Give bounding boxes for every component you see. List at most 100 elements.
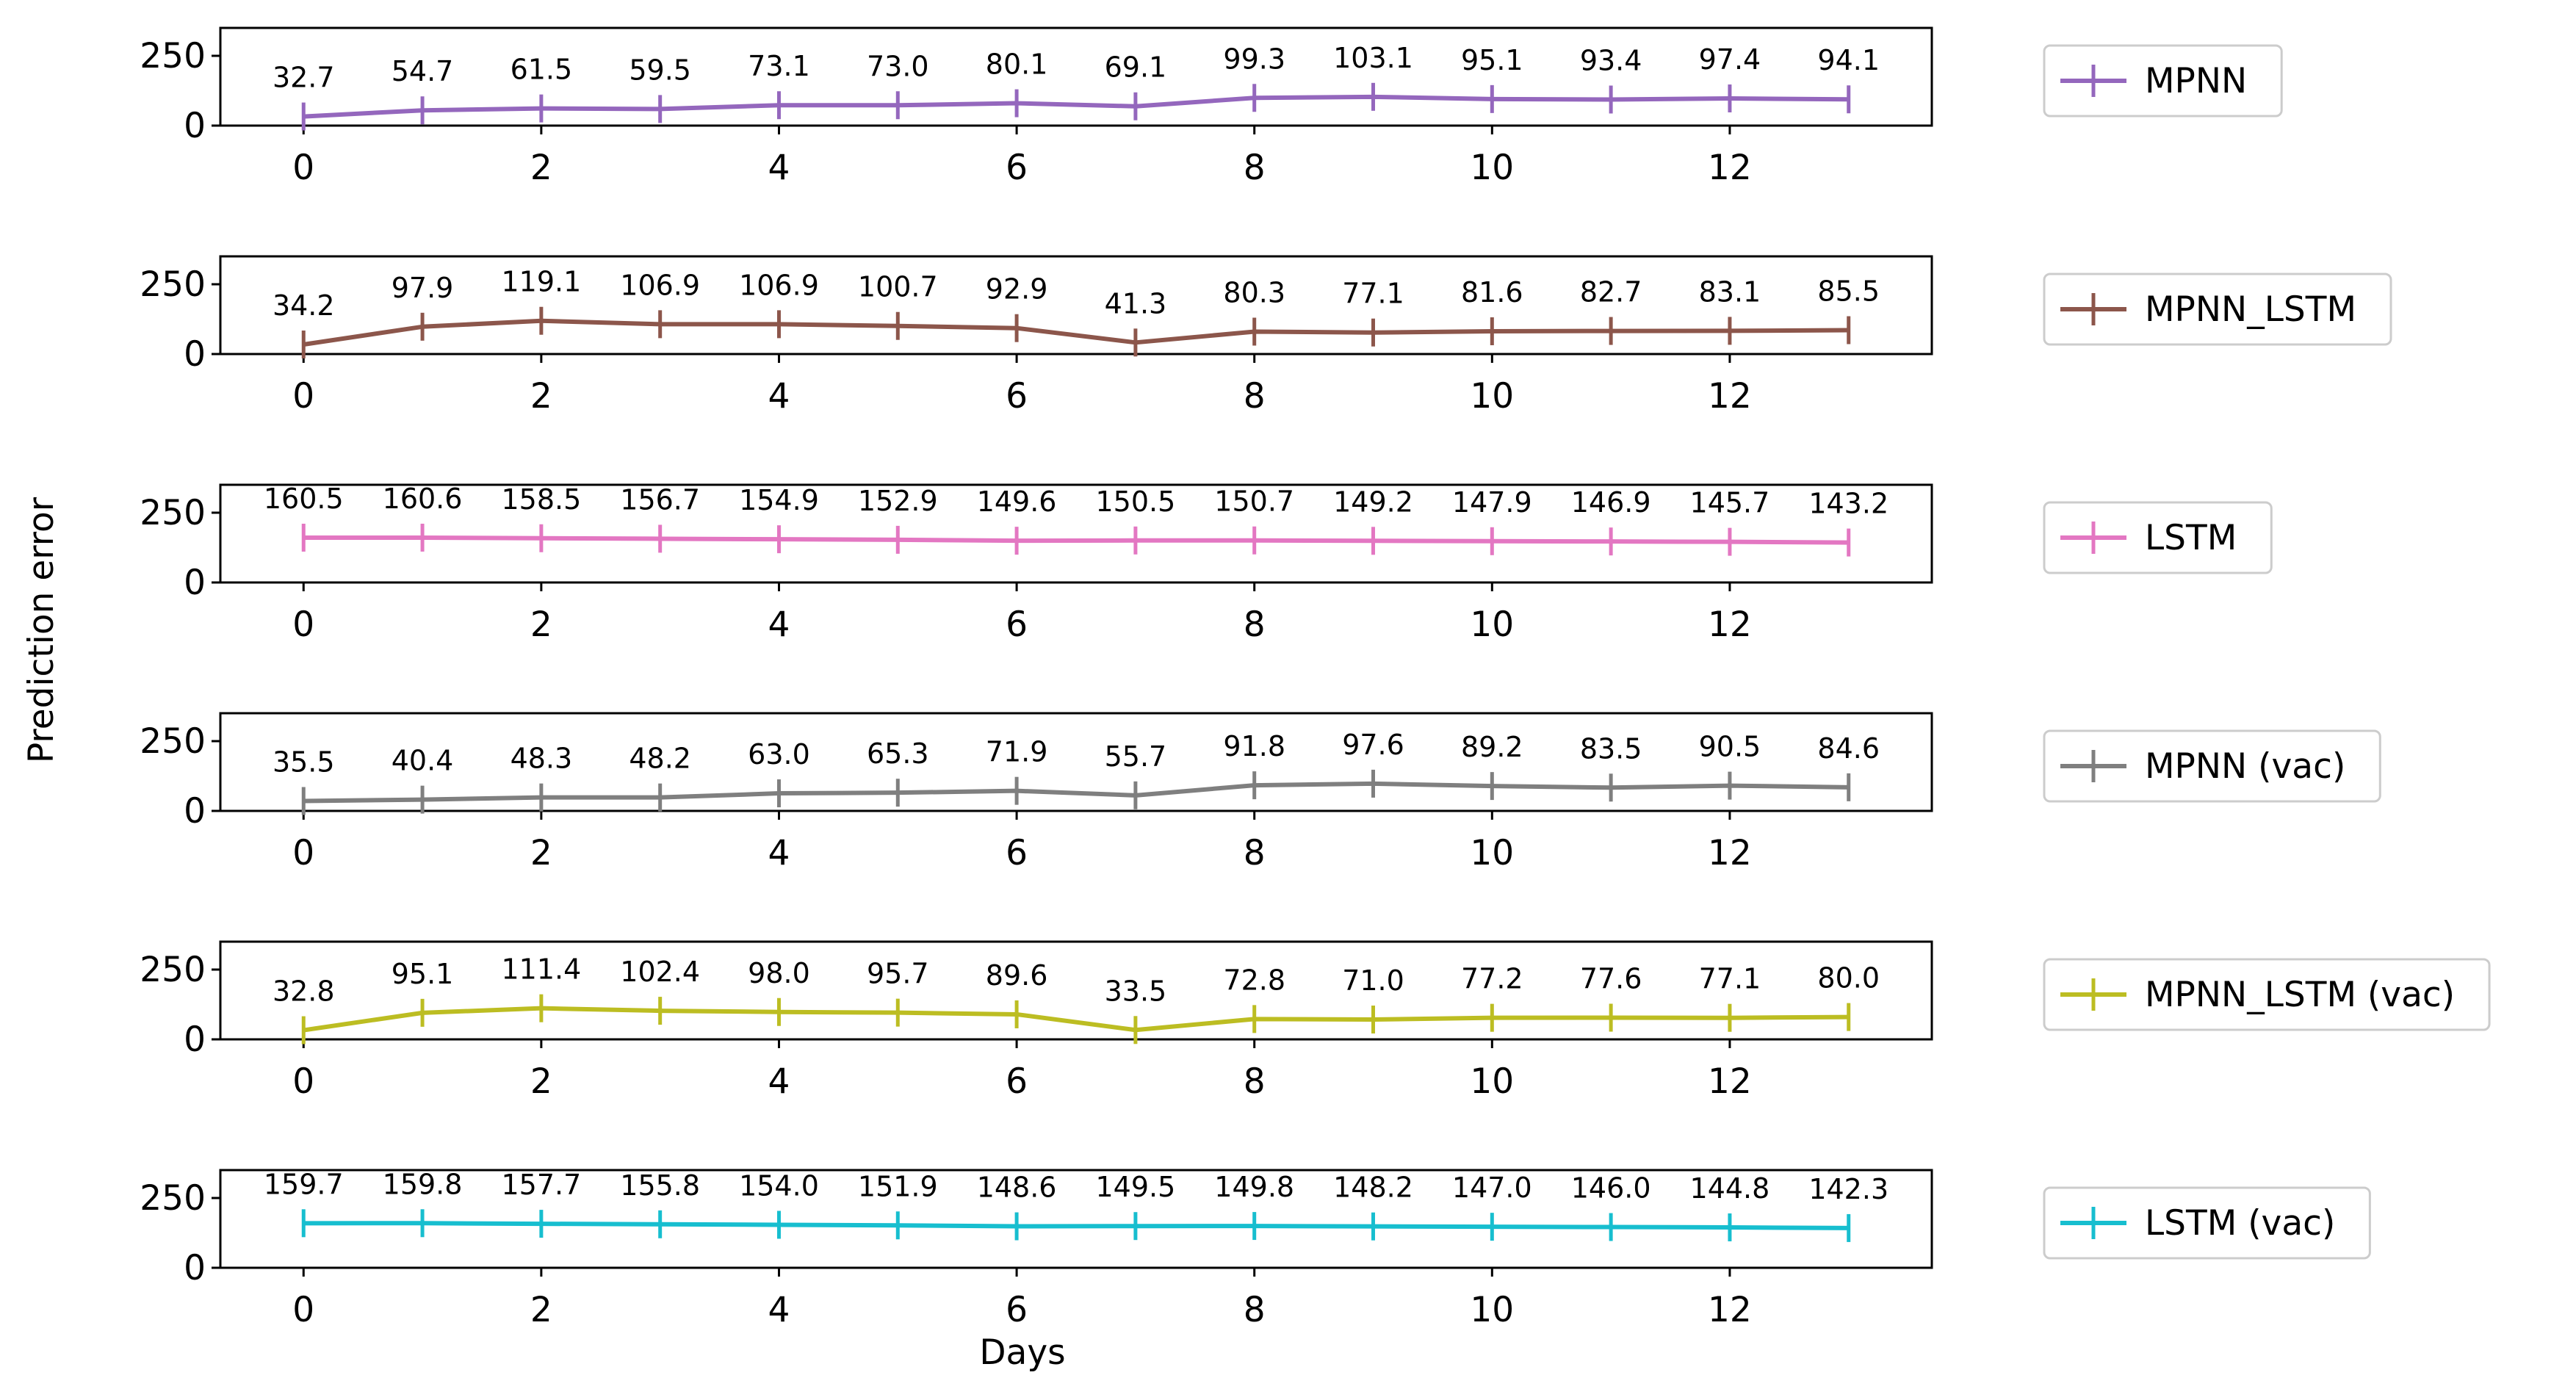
data-label: 89.6 — [986, 959, 1048, 992]
legend: LSTM (vac) — [2043, 1186, 2371, 1260]
x-tick-label: 2 — [530, 1061, 552, 1102]
axes-frame — [219, 1169, 1933, 1269]
legend: LSTM — [2043, 501, 2273, 574]
y-tick-label: 0 — [184, 334, 206, 375]
data-label: 158.5 — [501, 483, 581, 516]
legend: MPNN_LSTM — [2043, 273, 2392, 346]
data-label: 73.1 — [748, 50, 810, 82]
data-label: 34.2 — [273, 289, 335, 322]
data-label: 90.5 — [1699, 731, 1761, 763]
legend-frame — [2043, 1186, 2371, 1260]
x-tick-label: 2 — [530, 1290, 552, 1330]
legend-label: MPNN — [2145, 61, 2247, 101]
data-label: 80.1 — [986, 48, 1048, 81]
legend-label: MPNN_LSTM — [2145, 289, 2356, 330]
data-label: 95.7 — [867, 958, 929, 990]
subplot-4: 0 250 0 2 4 6 8 10 12 35.5 40.4 48.3 48.2 63.0 65.3 71.… — [140, 712, 2381, 873]
data-label: 80.0 — [1817, 962, 1880, 995]
data-label: 92.9 — [986, 273, 1048, 306]
data-label: 106.9 — [739, 269, 819, 301]
legend-label: LSTM (vac) — [2145, 1203, 2335, 1244]
data-label: 94.1 — [1817, 44, 1880, 76]
x-tick-label: 10 — [1470, 148, 1514, 188]
x-tick-label: 8 — [1244, 1290, 1266, 1330]
data-label: 93.4 — [1580, 45, 1642, 77]
x-tick-label: 6 — [1006, 1290, 1028, 1330]
series-line — [303, 1221, 1849, 1230]
data-label: 32.7 — [273, 62, 335, 94]
x-tick-label: 6 — [1006, 833, 1028, 873]
x-tick-label: 8 — [1244, 148, 1266, 188]
x-tick-label: 12 — [1708, 605, 1752, 645]
y-tick-label: 250 — [140, 493, 206, 533]
subplot-1: 0 250 0 2 4 6 8 10 12 32.7 54.7 61.5 59.5 73.1 73.0 80.… — [140, 26, 2283, 188]
data-label: 77.2 — [1461, 963, 1523, 995]
axes-frame — [219, 483, 1933, 584]
x-tick-label: 12 — [1708, 833, 1752, 873]
data-label: 40.4 — [392, 745, 454, 777]
data-label: 33.5 — [1105, 975, 1167, 1007]
x-tick-label: 8 — [1244, 833, 1266, 873]
x-tick-label: 8 — [1244, 1061, 1266, 1102]
x-tick-label: 10 — [1470, 1061, 1514, 1102]
y-tick-label: 0 — [184, 1020, 206, 1060]
legend: MPNN — [2043, 44, 2283, 118]
legend-label: MPNN_LSTM (vac) — [2145, 975, 2455, 1015]
data-label: 106.9 — [620, 269, 700, 301]
data-label: 83.5 — [1580, 732, 1642, 765]
x-tick-label: 10 — [1470, 605, 1514, 645]
y-tick-label: 250 — [140, 721, 206, 762]
data-label: 48.2 — [629, 743, 691, 775]
data-label: 103.1 — [1333, 42, 1413, 74]
x-tick-label: 2 — [530, 833, 552, 873]
data-label: 61.5 — [510, 54, 573, 86]
x-tick-label: 2 — [530, 148, 552, 188]
legend-frame — [2043, 729, 2381, 803]
data-label: 54.7 — [392, 55, 454, 87]
data-label: 149.8 — [1214, 1171, 1294, 1203]
data-label: 71.0 — [1342, 964, 1404, 997]
data-label: 146.9 — [1571, 486, 1651, 519]
x-tick-label: 0 — [292, 833, 314, 873]
y-tick-label: 0 — [184, 563, 206, 603]
x-tick-label: 0 — [292, 1061, 314, 1102]
x-tick-label: 4 — [768, 605, 790, 645]
x-tick-label: 12 — [1708, 148, 1752, 188]
data-label: 154.0 — [739, 1169, 819, 1202]
data-label: 145.7 — [1690, 487, 1770, 519]
x-tick-label: 0 — [292, 1290, 314, 1330]
data-label: 146.0 — [1571, 1172, 1651, 1205]
x-tick-label: 2 — [530, 605, 552, 645]
subplot-6: 0 250 0 2 4 6 8 10 12 159.7 159.8 157.7 155.8 154.0 15… — [140, 1168, 2371, 1330]
axes-frame — [219, 940, 1933, 1041]
data-label: 150.5 — [1096, 486, 1176, 518]
x-tick-label: 4 — [768, 148, 790, 188]
data-label: 157.7 — [501, 1169, 581, 1201]
data-label: 154.9 — [739, 484, 819, 516]
data-label: 150.7 — [1214, 486, 1294, 518]
x-tick-label: 10 — [1470, 1290, 1514, 1330]
data-label: 119.1 — [501, 266, 581, 298]
data-label: 85.5 — [1817, 275, 1880, 308]
data-label: 143.2 — [1808, 488, 1888, 520]
data-label: 111.4 — [501, 953, 581, 986]
series-line — [303, 94, 1849, 119]
data-label: 156.7 — [620, 483, 700, 516]
data-label: 97.6 — [1342, 729, 1404, 761]
x-tick-label: 4 — [768, 1290, 790, 1330]
data-label: 100.7 — [858, 271, 938, 303]
data-label: 147.9 — [1452, 486, 1532, 519]
x-tick-label: 10 — [1470, 376, 1514, 416]
subplot-2: 0 250 0 2 4 6 8 10 12 34.2 97.9 119.1 106.9 106.9 100.… — [140, 255, 2392, 416]
data-label: 77.1 — [1342, 278, 1404, 310]
data-label: 148.2 — [1333, 1172, 1413, 1204]
x-tick-label: 12 — [1708, 376, 1752, 416]
x-tick-label: 6 — [1006, 376, 1028, 416]
data-label: 77.6 — [1580, 963, 1642, 995]
axes-frame — [219, 26, 1933, 127]
data-label: 83.1 — [1699, 275, 1761, 308]
data-label: 99.3 — [1223, 43, 1285, 75]
data-label: 95.1 — [392, 958, 454, 990]
legend-frame — [2043, 501, 2273, 574]
